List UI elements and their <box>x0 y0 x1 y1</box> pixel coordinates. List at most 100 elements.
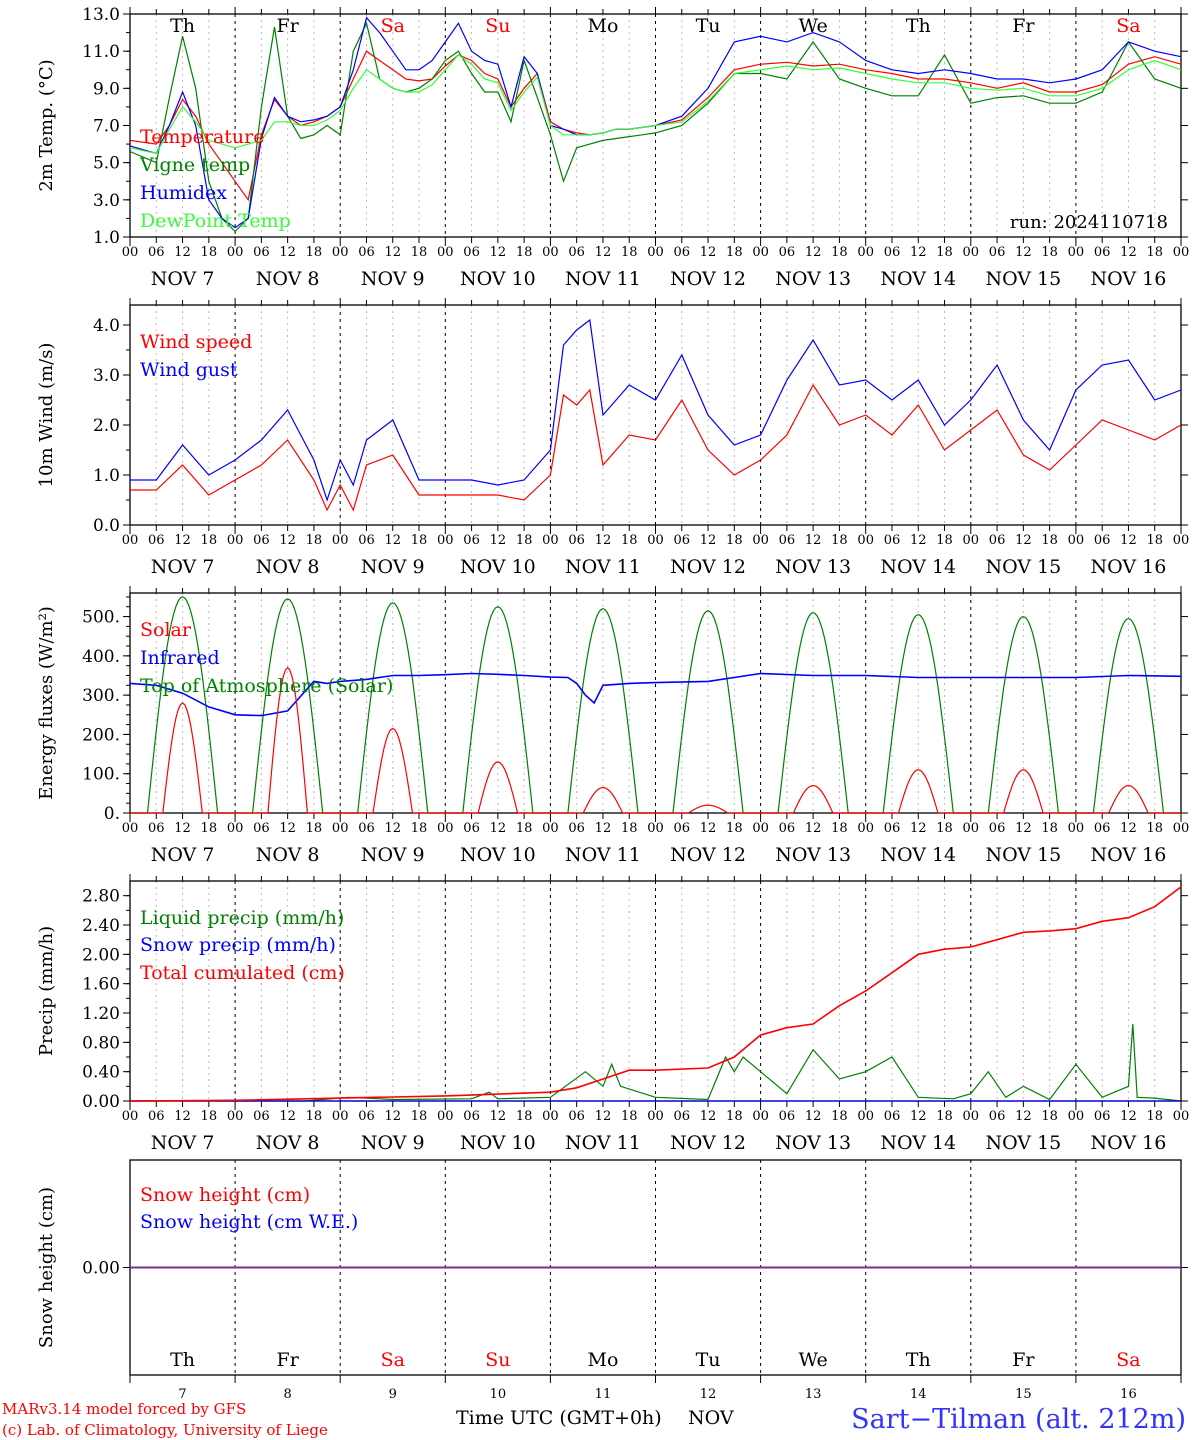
hour-label: 00 <box>963 1109 980 1124</box>
hour-label: 00 <box>437 533 454 548</box>
hour-label: 00 <box>542 1109 559 1124</box>
hour-label: 18 <box>726 821 743 836</box>
hour-label: 06 <box>989 533 1006 548</box>
hour-label: 00 <box>857 245 874 260</box>
hour-label: 06 <box>1094 533 1111 548</box>
hour-label: 12 <box>595 821 612 836</box>
date-label: NOV 9 <box>361 556 425 578</box>
hour-label: 18 <box>1146 533 1163 548</box>
legend-entry: Infrared <box>140 647 220 669</box>
hour-label: 06 <box>674 533 691 548</box>
hour-label: 06 <box>463 245 480 260</box>
footer-time-label: Time UTC (GMT+0h) <box>456 1407 662 1429</box>
hour-label: 06 <box>253 1109 270 1124</box>
date-label: NOV 9 <box>361 268 425 290</box>
hour-label: 00 <box>752 821 769 836</box>
hour-label: 12 <box>174 245 191 260</box>
y-tick-label: 500. <box>82 608 120 628</box>
hour-label: 18 <box>1146 821 1163 836</box>
y-tick-label: 0.80 <box>82 1033 120 1053</box>
weekday-label: We <box>799 15 828 37</box>
hour-label: 00 <box>542 821 559 836</box>
y-tick-label: 1.0 <box>93 228 120 248</box>
day-number-label: 16 <box>1120 1387 1137 1402</box>
hour-label: 12 <box>490 1109 507 1124</box>
hour-label: 12 <box>1015 1109 1032 1124</box>
weekday-label: Th <box>170 1349 195 1371</box>
series-line-dewpoint-temp <box>129 54 1182 155</box>
weekday-label: Fr <box>1012 15 1035 37</box>
y-tick-label: 3.0 <box>93 366 120 386</box>
hour-label: 06 <box>148 533 165 548</box>
hour-label: 06 <box>1094 1109 1111 1124</box>
hour-label: 06 <box>1094 245 1111 260</box>
series-line-humidex <box>129 16 1182 229</box>
date-label: NOV 11 <box>565 556 641 578</box>
hour-label: 06 <box>779 533 796 548</box>
y-tick-label: 0.00 <box>82 1259 120 1279</box>
day-number-label: 8 <box>284 1387 292 1402</box>
date-label: NOV 16 <box>1091 268 1167 290</box>
hour-label: 18 <box>936 1109 953 1124</box>
series-line-liquid-precip-mm-h- <box>130 1023 1182 1102</box>
panel-1: 1.0 3.0 5.0 7.0 9.0 11.0 13.0 2m Temp. (°C) 00 06… <box>36 5 1189 290</box>
legend-entry: Snow height (cm W.E.) <box>140 1211 358 1233</box>
hour-label: 00 <box>332 533 349 548</box>
hour-label: 06 <box>148 1109 165 1124</box>
hour-label: 18 <box>621 245 638 260</box>
weekday-label: Sa <box>381 15 405 37</box>
hour-label: 06 <box>463 533 480 548</box>
y-tick-label: 2.00 <box>82 945 120 965</box>
legend-entry: Top of Atmosphere (Solar) <box>140 675 393 697</box>
hour-label: 06 <box>884 821 901 836</box>
weekday-label: Tu <box>696 1349 721 1371</box>
hour-label: 00 <box>1068 245 1085 260</box>
hour-label: 12 <box>595 1109 612 1124</box>
hour-label: 06 <box>1094 821 1111 836</box>
date-label: NOV 12 <box>670 268 746 290</box>
y-tick-label: 7.0 <box>93 117 120 137</box>
date-label: NOV 11 <box>565 1132 641 1154</box>
hour-label: 12 <box>490 821 507 836</box>
hour-label: 00 <box>647 245 664 260</box>
weekday-label: We <box>799 1349 828 1371</box>
hour-label: 06 <box>568 821 585 836</box>
hour-label: 18 <box>516 245 533 260</box>
hour-label: 00 <box>1173 533 1190 548</box>
hour-label: 12 <box>1120 245 1137 260</box>
date-label: NOV 10 <box>460 844 536 866</box>
legend-entry: Wind speed <box>140 331 252 353</box>
date-label: NOV 15 <box>985 1132 1061 1154</box>
hour-label: 00 <box>1173 1109 1190 1124</box>
hour-label: 18 <box>201 533 218 548</box>
day-number-label: 13 <box>805 1387 822 1402</box>
hour-label: 12 <box>490 245 507 260</box>
hour-label: 00 <box>122 821 139 836</box>
y-tick-label: 4.0 <box>93 316 120 336</box>
hour-label: 00 <box>227 1109 244 1124</box>
y-axis-label: Energy fluxes (W/m²) <box>36 606 57 800</box>
y-axis-label: Snow height (cm) <box>36 1187 57 1348</box>
y-tick-label: 0. <box>104 804 120 824</box>
legend-entry: Vigne temp <box>139 154 250 176</box>
panel-4: 0.00 0.40 0.80 1.20 1.60 2.00 2.40 2.80 Precip (… <box>36 874 1189 1154</box>
date-label: NOV 8 <box>256 1132 320 1154</box>
footer-model-credit: MARv3.14 model forced by GFS <box>2 1400 246 1418</box>
date-label: NOV 9 <box>361 1132 425 1154</box>
y-tick-label: 2.40 <box>82 916 120 936</box>
y-tick-label: 1.0 <box>93 466 120 486</box>
hour-label: 12 <box>1015 533 1032 548</box>
y-tick-label: 100. <box>82 765 120 785</box>
hour-label: 00 <box>647 533 664 548</box>
hour-label: 06 <box>253 533 270 548</box>
hour-label: 18 <box>516 533 533 548</box>
hour-label: 00 <box>752 533 769 548</box>
hour-label: 00 <box>963 533 980 548</box>
hour-label: 12 <box>700 245 717 260</box>
hour-label: 18 <box>411 533 428 548</box>
hour-label: 18 <box>516 821 533 836</box>
hour-label: 06 <box>463 1109 480 1124</box>
date-label: NOV 13 <box>775 1132 851 1154</box>
hour-label: 18 <box>411 1109 428 1124</box>
day-number-label: 14 <box>910 1387 927 1402</box>
